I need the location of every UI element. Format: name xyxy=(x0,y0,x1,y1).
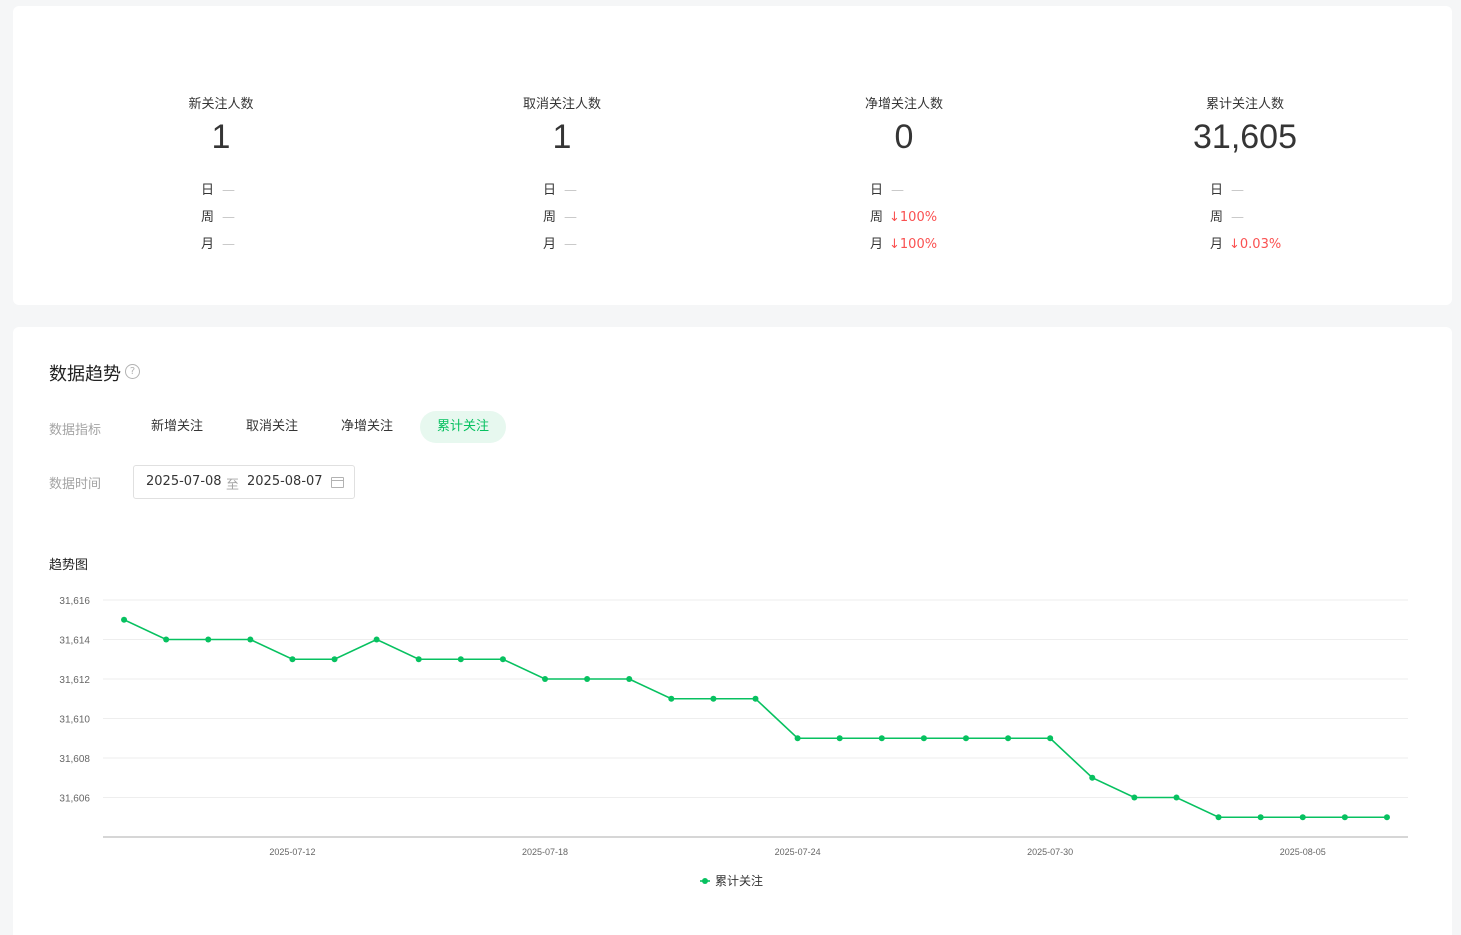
data-point xyxy=(163,636,170,643)
data-point xyxy=(626,676,633,682)
data-point xyxy=(289,656,296,663)
trend-chart: 31,606 31,608 31,610 31,612 31,614 31,616 2025… xyxy=(59,596,1408,888)
date-separator: 至 xyxy=(226,478,240,493)
change-value: — xyxy=(222,210,236,225)
x-tick-label: 2025-07-30 xyxy=(1027,847,1073,857)
chart-title: 趋势图 xyxy=(49,558,89,573)
stat-value: 1 xyxy=(211,118,231,156)
data-point xyxy=(1089,774,1096,781)
section-title: 数据趋势 xyxy=(49,364,121,385)
legend-marker xyxy=(702,878,708,884)
stat-row-week: 周 — xyxy=(201,210,236,225)
stat-row-week: 周 ↓100% xyxy=(870,210,938,225)
data-point xyxy=(457,656,464,663)
time-label: 数据时间 xyxy=(49,477,102,492)
calendar-icon[interactable] xyxy=(331,477,344,488)
y-tick-label: 31,614 xyxy=(59,636,90,647)
data-point xyxy=(1215,814,1222,821)
change-value: — xyxy=(1231,183,1245,198)
date-end[interactable]: 2025-08-07 xyxy=(247,474,323,489)
x-tick-label: 2025-07-12 xyxy=(269,847,315,857)
stat-row-month: 月 ↓100% xyxy=(870,237,938,252)
data-point xyxy=(920,735,927,742)
tab-new-follow[interactable]: 新增关注 xyxy=(150,419,203,434)
stat-title: 新关注人数 xyxy=(188,97,254,112)
trend-card: 数据趋势 ? 数据指标 新增关注 取消关注 净增关注 累计关注 数据时间 202… xyxy=(13,327,1452,935)
change-value: — xyxy=(564,237,578,252)
data-point xyxy=(247,636,254,643)
tab-net-follow[interactable]: 净增关注 xyxy=(340,419,393,434)
stat-row-month: 月 — xyxy=(543,237,578,252)
data-point xyxy=(415,656,422,663)
x-tick-label: 2025-07-18 xyxy=(522,847,568,857)
data-point xyxy=(1341,814,1348,821)
data-point xyxy=(668,695,675,702)
data-point xyxy=(962,735,969,742)
help-icon[interactable]: ? xyxy=(125,364,140,379)
change-value: — xyxy=(222,237,236,252)
data-point xyxy=(584,676,591,682)
data-point xyxy=(836,735,843,742)
tab-total-follow[interactable]: 累计关注 xyxy=(420,411,506,443)
stat-title: 净增关注人数 xyxy=(864,97,943,112)
legend-label: 累计关注 xyxy=(715,873,763,888)
stat-row-week: 周 — xyxy=(543,210,578,225)
stat-value: 0 xyxy=(894,118,914,156)
data-point xyxy=(1173,794,1180,801)
change-value: ↓100% xyxy=(889,210,938,225)
data-point xyxy=(499,656,506,663)
stat-value: 1 xyxy=(552,118,572,156)
y-tick-label: 31,616 xyxy=(59,596,90,607)
stat-unfollowers: 取消关注人数 1 日 — 周 — 月 — xyxy=(382,6,742,305)
change-value: ↓0.03% xyxy=(1229,237,1282,252)
data-point xyxy=(542,676,549,682)
stat-title: 累计关注人数 xyxy=(1205,97,1284,112)
stat-value: 31,605 xyxy=(1193,118,1297,156)
stat-row-day: 日 — xyxy=(201,183,236,198)
y-tick-label: 31,608 xyxy=(59,754,90,765)
change-value: — xyxy=(222,183,236,198)
change-value: — xyxy=(564,210,578,225)
data-point xyxy=(373,636,380,643)
date-start[interactable]: 2025-07-08 xyxy=(146,474,222,489)
stat-net-followers: 净增关注人数 0 日 — 周 ↓100% 月 ↓100% xyxy=(724,6,1084,305)
metric-label: 数据指标 xyxy=(49,423,102,438)
date-range-picker[interactable]: 2025-07-08 至 2025-08-07 xyxy=(133,465,355,499)
data-point xyxy=(1257,814,1264,821)
data-point xyxy=(794,735,801,742)
stat-row-month: 月 — xyxy=(201,237,236,252)
x-tick-label: 2025-08-05 xyxy=(1280,847,1326,857)
stat-row-week: 周 — xyxy=(1210,210,1245,225)
change-value: ↓100% xyxy=(889,237,938,252)
data-point xyxy=(1383,814,1390,821)
change-value: — xyxy=(1231,210,1245,225)
stat-new-followers: 新关注人数 1 日 — 周 — 月 — xyxy=(41,6,401,305)
tab-unfollow[interactable]: 取消关注 xyxy=(245,419,298,434)
stat-total-followers: 累计关注人数 31,605 日 — 周 — 月 ↓0.03% xyxy=(1065,6,1425,305)
data-point xyxy=(710,695,717,702)
data-point xyxy=(1047,735,1054,742)
data-point xyxy=(121,616,128,623)
stat-row-month: 月 ↓0.03% xyxy=(1210,237,1282,252)
x-tick-label: 2025-07-24 xyxy=(775,847,821,857)
data-point xyxy=(1131,794,1138,801)
data-point xyxy=(752,695,759,702)
stat-row-day: 日 — xyxy=(543,183,578,198)
data-point xyxy=(331,656,338,663)
stat-row-day: 日 — xyxy=(870,183,905,198)
change-value: — xyxy=(564,183,578,198)
data-point xyxy=(1299,814,1306,821)
summary-card: 新关注人数 1 日 — 周 — 月 — 取消关注人数 1 日 — 周 — 月 — 净增关注人… xyxy=(13,6,1452,305)
data-point xyxy=(878,735,885,742)
y-tick-label: 31,612 xyxy=(59,675,90,686)
y-tick-label: 31,610 xyxy=(59,715,90,726)
data-point xyxy=(205,636,212,643)
stat-title: 取消关注人数 xyxy=(522,97,601,112)
y-tick-label: 31,606 xyxy=(59,794,90,805)
change-value: — xyxy=(891,183,905,198)
data-point xyxy=(1005,735,1012,742)
stat-row-day: 日 — xyxy=(1210,183,1245,198)
